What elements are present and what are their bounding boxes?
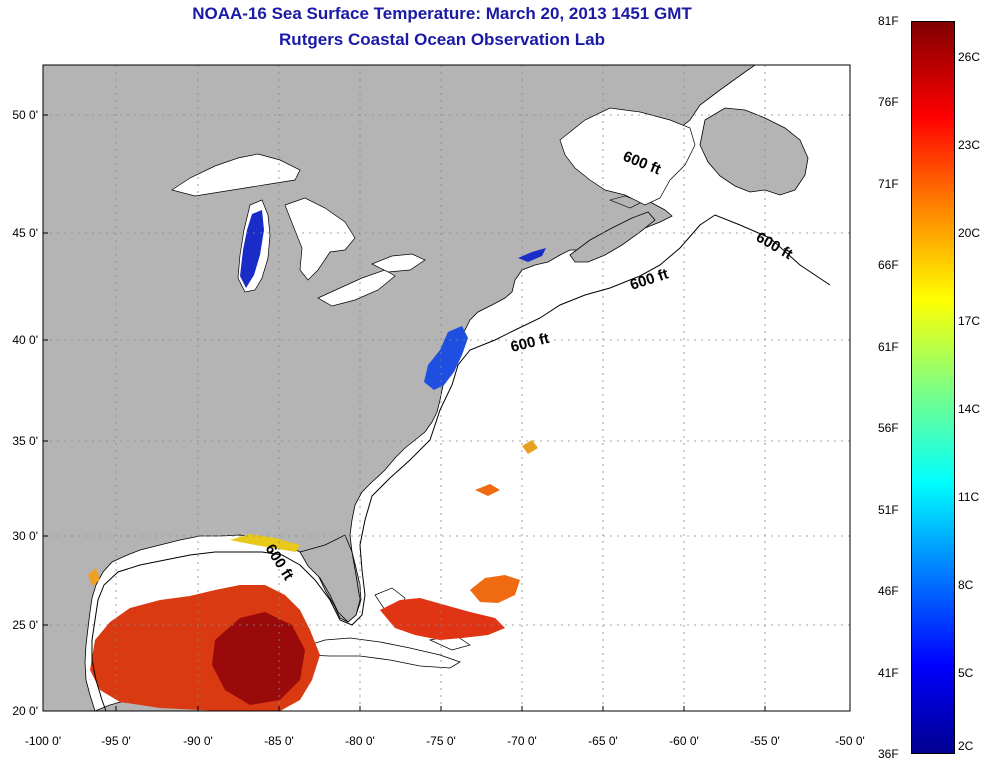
lat-tick-label: 45 0' bbox=[12, 226, 38, 240]
lon-tick-label: -90 0' bbox=[183, 734, 213, 748]
lat-tick-label: 25 0' bbox=[12, 618, 38, 632]
lon-tick-label: -100 0' bbox=[25, 734, 61, 748]
colorbar-celsius-label: 20C bbox=[958, 225, 981, 240]
colorbar-celsius-label: 26C bbox=[958, 49, 981, 64]
temperature-colorbar bbox=[911, 21, 955, 754]
colorbar-fahrenheit-label: 36F bbox=[878, 747, 899, 761]
sst-atlantic-offshore bbox=[470, 484, 520, 603]
colorbar-fahrenheit-label: 61F bbox=[878, 339, 899, 354]
florida-peninsula bbox=[299, 534, 361, 623]
colorbar-celsius-label: 8C bbox=[958, 577, 974, 592]
colorbar-fahrenheit-label: 66F bbox=[878, 258, 899, 273]
colorbar-celsius-label: 17C bbox=[958, 313, 981, 328]
sst-maine-coast bbox=[518, 248, 546, 262]
lon-tick-label: -70 0' bbox=[507, 734, 537, 748]
lat-tick-label: 40 0' bbox=[12, 333, 38, 347]
lake-superior bbox=[171, 153, 301, 197]
colorbar-celsius-label: 5C bbox=[958, 665, 974, 680]
lat-tick-label: 50 0' bbox=[12, 108, 38, 122]
sst-gulf-north-shelf bbox=[230, 534, 300, 552]
map-title: NOAA-16 Sea Surface Temperature: March 2… bbox=[192, 4, 692, 23]
sst-chesapeake bbox=[424, 326, 468, 390]
latitude-axis: 20 0' 25 0' 30 0' 35 0' 40 0' 45 0' 50 0' bbox=[12, 108, 48, 718]
colorbar-fahrenheit-label: 41F bbox=[878, 665, 899, 680]
lake-huron bbox=[284, 197, 356, 281]
land-cuba bbox=[299, 637, 461, 669]
sst-carolina-offshore bbox=[522, 440, 538, 454]
colorbar-celsius-label: 11C bbox=[958, 489, 980, 504]
land-nova-scotia bbox=[569, 211, 656, 263]
colorbar-fahrenheit-label: 76F bbox=[878, 95, 899, 110]
lat-tick-label: 35 0' bbox=[12, 434, 38, 448]
colorbar-celsius-label: 14C bbox=[958, 401, 981, 416]
colorbar-fahrenheit-label: 46F bbox=[878, 584, 899, 599]
lake-erie bbox=[317, 269, 396, 307]
graticule bbox=[43, 65, 850, 711]
lon-tick-label: -50 0' bbox=[835, 734, 865, 748]
colorbar-celsius-label: 2C bbox=[958, 739, 974, 753]
gulf-st-lawrence bbox=[559, 107, 696, 206]
colorbar-fahrenheit-label: 71F bbox=[878, 176, 899, 191]
colorbar-fahrenheit-label: 51F bbox=[878, 502, 899, 517]
lon-tick-label: -80 0' bbox=[345, 734, 375, 748]
longitude-axis: -100 0' -95 0' -90 0' -85 0' -80 0' -75 0' -70… bbox=[25, 706, 865, 748]
lake-ontario bbox=[371, 253, 426, 273]
colorbar-fahrenheit-label: 56F bbox=[878, 421, 899, 436]
lat-tick-label: 20 0' bbox=[12, 704, 38, 718]
sst-west-gulf-edge bbox=[88, 568, 100, 586]
lon-tick-label: -60 0' bbox=[669, 734, 699, 748]
lon-tick-label: -65 0' bbox=[588, 734, 618, 748]
sst-atlantic-south bbox=[380, 598, 505, 640]
lon-tick-label: -55 0' bbox=[750, 734, 780, 748]
sst-gulf-warm-core bbox=[212, 612, 305, 705]
map-subtitle: Rutgers Coastal Ocean Observation Lab bbox=[279, 30, 605, 49]
sst-lake-michigan bbox=[240, 210, 264, 288]
isobath-600ft bbox=[91, 214, 831, 711]
lon-tick-label: -85 0' bbox=[264, 734, 294, 748]
colorbar-celsius-label: 23C bbox=[958, 137, 981, 152]
lon-tick-label: -95 0' bbox=[101, 734, 131, 748]
colorbar-fahrenheit-label: 81F bbox=[878, 14, 899, 28]
lon-tick-label: -75 0' bbox=[426, 734, 456, 748]
map-frame bbox=[42, 64, 851, 712]
lat-tick-label: 30 0' bbox=[12, 529, 38, 543]
